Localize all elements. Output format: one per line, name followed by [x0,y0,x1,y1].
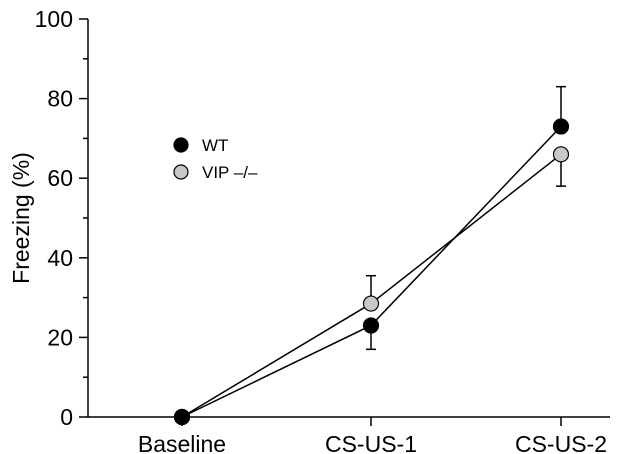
plot-area [173,85,570,426]
legend-marker [173,164,189,180]
x-tick-label: CS-US-2 [515,431,607,454]
y-ticks: 0 20 40 60 80 100 [35,6,88,430]
y-tick-label: 100 [35,6,73,32]
y-tick-label: 40 [47,245,73,271]
data-point [173,408,191,426]
legend-label: WT [202,136,228,155]
legend: WT VIP –/– [173,136,258,182]
x-tick-label: CS-US-1 [325,431,417,454]
x-ticks: Baseline CS-US-1 CS-US-2 [138,417,607,454]
data-point [362,295,380,312]
y-axis-title: Freezing (%) [8,152,34,284]
legend-marker [173,137,189,153]
y-tick-label: 60 [47,165,73,191]
y-tick-label: 0 [60,404,73,430]
data-point [362,317,380,334]
legend-label: VIP –/– [202,163,258,182]
y-tick-label: 20 [47,324,73,350]
x-tick-label: Baseline [138,431,226,454]
axes: 0 20 40 60 80 100 Baseline CS-US-1 CS-US-2 [35,6,610,454]
data-point [552,146,570,163]
y-tick-label: 80 [47,86,73,112]
data-point [552,118,570,135]
